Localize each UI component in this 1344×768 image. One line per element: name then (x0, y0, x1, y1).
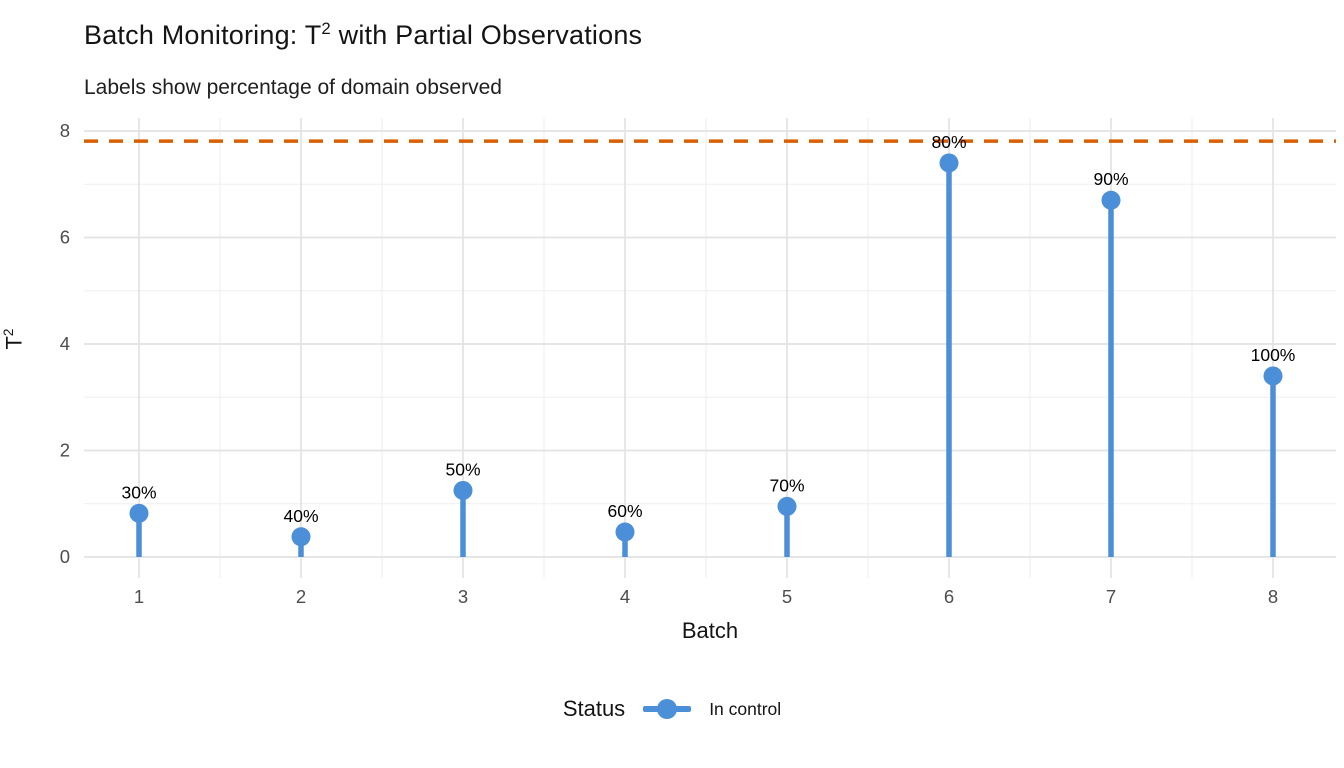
data-point (1263, 366, 1283, 386)
y-tick-label: 2 (60, 440, 70, 461)
data-point (939, 153, 959, 173)
legend-point-icon (657, 699, 678, 719)
chart-title: Batch Monitoring: T2 with Partial Observ… (84, 20, 642, 51)
point-label: 60% (607, 501, 642, 521)
point-label: 70% (769, 475, 804, 495)
point-label: 30% (121, 482, 156, 502)
data-point (615, 522, 635, 542)
legend-key (643, 697, 692, 721)
data-point (777, 496, 797, 516)
point-label: 80% (931, 132, 966, 152)
y-axis-title: T2 (1, 328, 28, 350)
point-label: 90% (1093, 169, 1128, 189)
y-tick-label: 4 (60, 333, 70, 354)
data-point (291, 527, 311, 547)
legend-item-label: In control (709, 698, 782, 719)
x-tick-label: 6 (944, 586, 954, 607)
data-point (1101, 190, 1121, 210)
y-axis-title-text: T (1, 336, 27, 350)
y-tick-label: 8 (60, 120, 70, 141)
data-point (453, 480, 473, 500)
y-tick-label: 6 (60, 227, 70, 248)
y-axis-title-superscript: 2 (1, 328, 17, 337)
x-tick-label: 8 (1268, 586, 1278, 607)
x-tick-label: 7 (1106, 586, 1116, 607)
legend: Status In control (0, 696, 1344, 722)
y-tick-label: 0 (60, 546, 70, 567)
legend-title: Status (562, 696, 626, 721)
point-label: 50% (445, 459, 480, 479)
x-tick-label: 4 (620, 586, 630, 607)
x-tick-label: 3 (458, 586, 468, 607)
chart-title-suffix: with Partial Observations (330, 20, 643, 50)
x-tick-label: 1 (134, 586, 144, 607)
x-tick-label: 5 (782, 586, 792, 607)
point-label: 100% (1251, 345, 1296, 365)
data-point (129, 503, 149, 523)
x-axis-title: Batch (681, 618, 739, 643)
chart-title-superscript: 2 (321, 19, 331, 38)
chart-title-text: Batch Monitoring: T (84, 20, 322, 50)
x-tick-label: 2 (296, 586, 306, 607)
chart-subtitle: Labels show percentage of domain observe… (84, 76, 502, 99)
point-label: 40% (283, 506, 318, 526)
